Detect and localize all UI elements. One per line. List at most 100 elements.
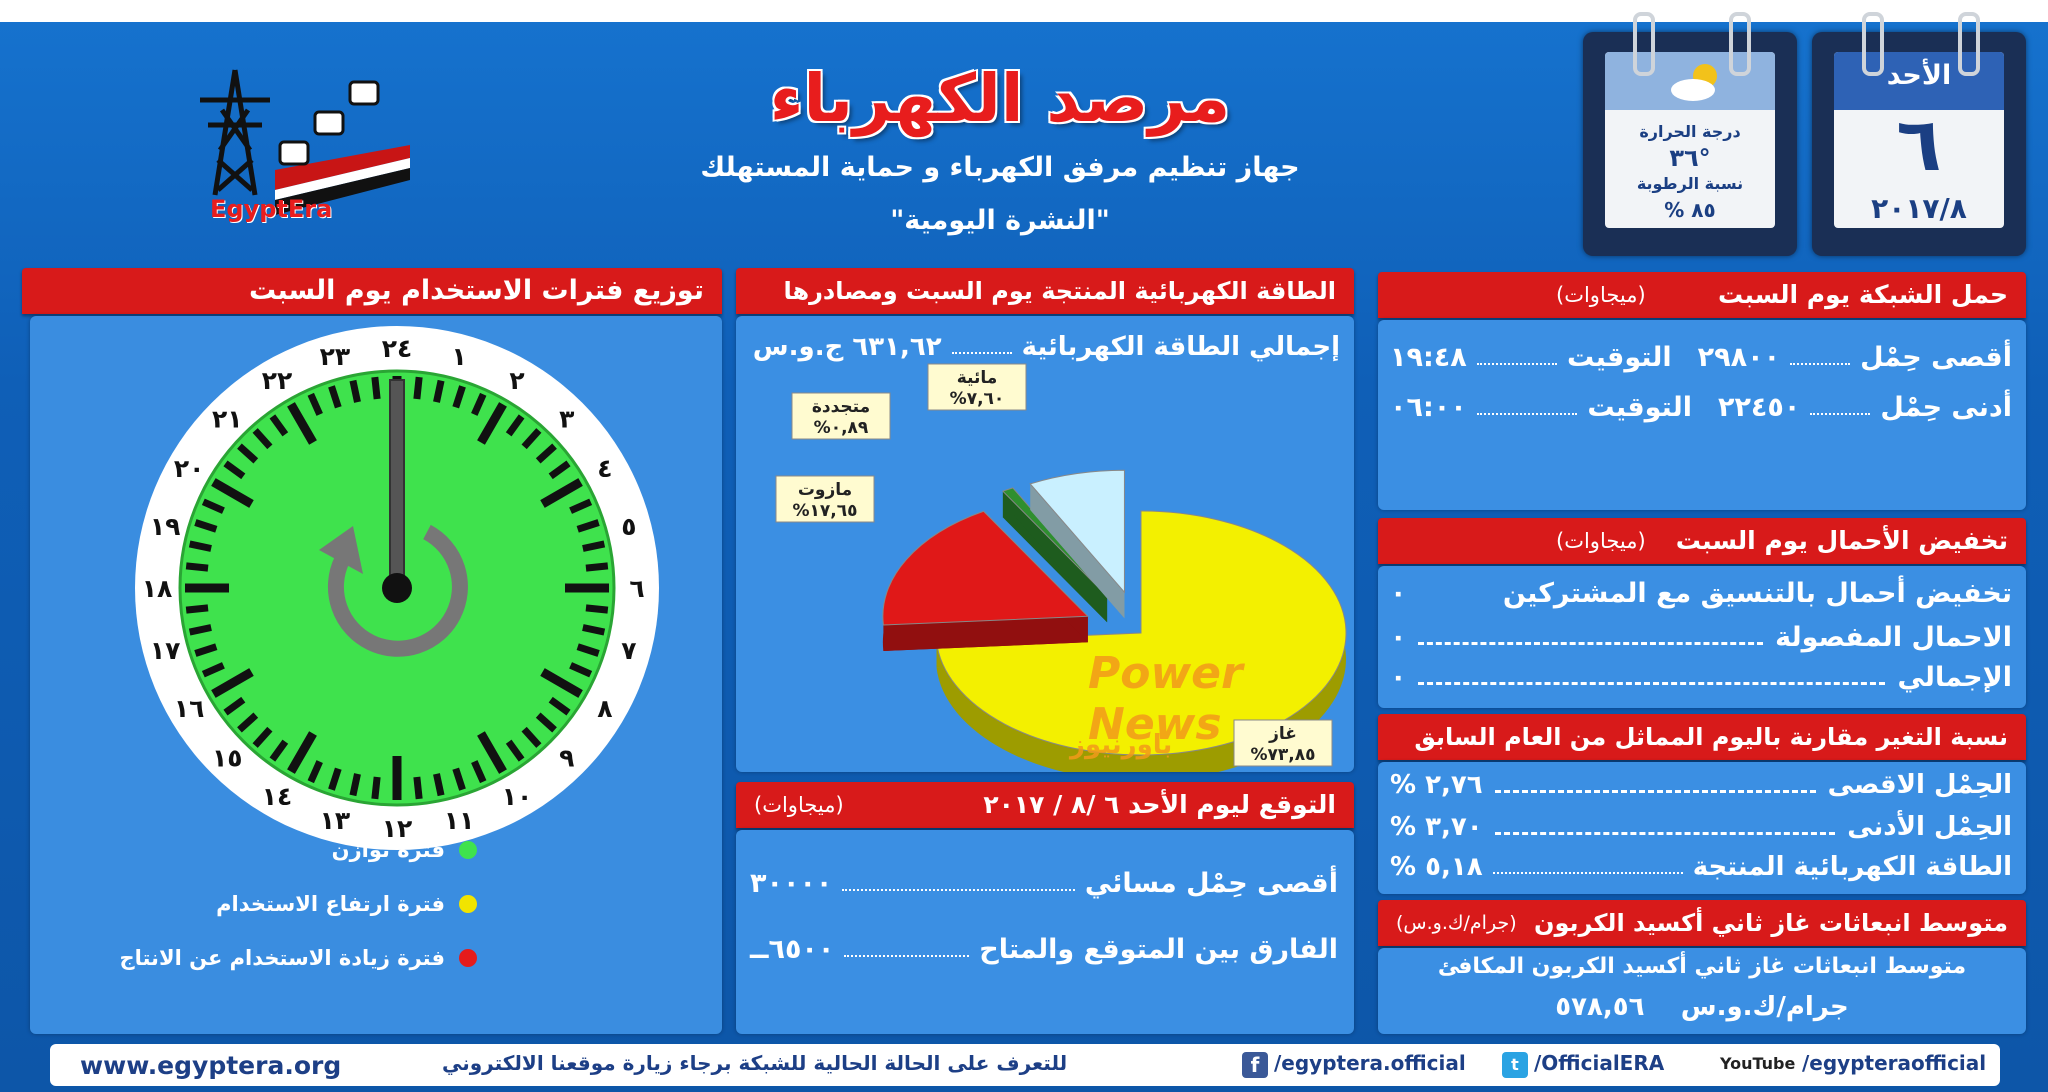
clock-tick <box>211 668 254 698</box>
clock-tick <box>237 712 259 733</box>
legend-item-over-usage: فترة زيادة الاستخدام عن الانتاج <box>119 946 477 970</box>
max-load-row: أقصى حِمْل ٢٩٨٠٠ التوقيت ١٩:٤٨ <box>1390 342 2012 373</box>
load-reduction-section: تخفيض الأحمال يوم السبت (ميجاوات) تخفيض … <box>1378 518 2026 708</box>
energy-title: الطاقة الكهربائية المنتجة يوم السبت ومصا… <box>783 277 1336 305</box>
emissions-section: متوسط انبعاثات غاز ثاني أكسيد الكربون (ج… <box>1378 900 2026 1034</box>
max-load-value: ٢٩٨٠٠ <box>1697 342 1781 373</box>
pie-label-value: %٧٣,٨٥ <box>1250 745 1315 765</box>
binder-ring <box>1729 12 1751 76</box>
humidity-value: ٨٥ % <box>1664 198 1716 222</box>
emissions-value-line: جرام/ك.و.س ٥٧٨,٥٦ <box>1378 992 2026 1022</box>
clock-hour-label: ٢٠ <box>174 454 205 483</box>
pie-slice <box>935 510 1347 756</box>
youtube-link[interactable]: /egypteraofficial <box>1802 1051 1987 1075</box>
weather-calendar: درجة الحرارة ٣٦° نسبة الرطوبة ٨٥ % <box>1583 12 1797 256</box>
change-min-value: ٣,٧٠ % <box>1390 812 1483 842</box>
legend-item-high-usage: فترة ارتفاع الاستخدام <box>216 892 477 916</box>
clock-hour-label: ١٤ <box>262 782 293 811</box>
min-load-label: أدنى حِمْل <box>1880 392 2012 423</box>
clock-tick <box>471 392 487 416</box>
clock-tick <box>582 540 606 552</box>
clock-center <box>382 573 412 603</box>
clock-tick <box>471 760 487 784</box>
youtube-icon[interactable]: YouTube <box>1720 1054 1795 1073</box>
clock-tick <box>223 696 246 716</box>
clock-hour-label: ١٢ <box>382 814 413 843</box>
clock-tick <box>535 443 557 464</box>
clock-tick <box>252 726 273 748</box>
twitter-link[interactable]: /OfficialERA <box>1534 1051 1665 1075</box>
min-load-time-label: التوقيت <box>1587 392 1692 423</box>
legend-label: فترة زيادة الاستخدام عن الانتاج <box>119 946 445 970</box>
reduction-label: تخفيض أحمال بالتنسيق مع المشتركين <box>1502 578 2012 609</box>
clock-tick <box>269 414 289 437</box>
clock-tick <box>328 385 342 409</box>
change-title: نسبة التغير مقارنة باليوم المماثل من الع… <box>1414 723 2008 751</box>
clock-hour-label: ٥ <box>621 512 636 541</box>
clock-tick <box>201 498 225 514</box>
emissions-unit: (جرام/ك.و.س) <box>1396 912 1517 934</box>
clock-tick <box>188 624 212 636</box>
pie-slice-edge <box>1030 483 1125 619</box>
min-load-value: ٢٢٤٥٠ <box>1717 392 1801 423</box>
clock-tick <box>535 712 557 733</box>
website-link[interactable]: www.egyptera.org <box>80 1051 342 1080</box>
clock-tick <box>188 540 212 552</box>
clock-tick <box>185 562 209 572</box>
pie-label: مائية%٧,٦٠ <box>927 363 1027 411</box>
facebook-link[interactable]: /egyptera.official <box>1274 1051 1466 1075</box>
pie-slice <box>1001 487 1108 597</box>
clock-tick <box>477 402 507 445</box>
clock-hour-label: ٤ <box>597 454 612 483</box>
pylon-plug-icon <box>200 69 410 215</box>
change-max-value: ٢,٧٦ % <box>1390 770 1483 800</box>
reduction-value: ٠ <box>1390 578 1407 609</box>
pie-label-value: %٧,٦٠ <box>950 389 1005 409</box>
page-subtitle: جهاز تنظيم مرفق الكهرباء و حماية المستهل… <box>700 152 1300 183</box>
clock-tick <box>349 379 361 403</box>
clock-hour-label: ١٥ <box>212 744 243 773</box>
energy-total-value: ٦٣١,٦٢ ج.و.س <box>752 332 942 362</box>
reduction-total-row: الإجمالي ٠ <box>1390 662 2012 693</box>
facebook-icon[interactable]: f <box>1242 1052 1268 1078</box>
energy-total-label: إجمالي الطاقة الكهربائية <box>1021 332 1340 362</box>
clock-hour-label: ١٨ <box>142 574 173 603</box>
change-min-row: الحِمْل الأدنى ٣,٧٠ % <box>1390 812 2012 842</box>
usage-legend: فترة توازن فترة ارتفاع الاستخدام فترة زي… <box>22 838 722 1028</box>
disconnected-row: الاحمال المفصولة ٠ <box>1390 622 2012 653</box>
pie-slice <box>882 510 1090 626</box>
pie-label: متجددة%٠,٨٩ <box>791 392 891 440</box>
max-load-label: أقصى حِمْل <box>1860 342 2012 373</box>
date-calendar: الأحد ٦ ٢٠١٧/٨ <box>1812 12 2026 256</box>
clock-tick <box>252 428 273 450</box>
pie-label-name: متجددة <box>812 397 870 417</box>
pie-label-name: غاز <box>1268 724 1297 744</box>
reduction-row: تخفيض أحمال بالتنسيق مع المشتركين ٠ <box>1390 578 2012 609</box>
change-energy-row: الطاقة الكهربائية المنتجة ٥,١٨ % <box>1390 852 2012 882</box>
humidity-label: نسبة الرطوبة <box>1636 174 1744 193</box>
clock-tick <box>540 478 583 508</box>
legend-label: فترة ارتفاع الاستخدام <box>216 892 445 916</box>
clock-tick <box>569 662 593 678</box>
clock-tick <box>477 731 507 774</box>
binder-ring <box>1862 12 1884 76</box>
energy-total-row: إجمالي الطاقة الكهربائية ٦٣١,٦٢ ج.و.س <box>746 332 1340 362</box>
visit-text: للتعرف على الحالة الحالية للشبكة برجاء ز… <box>442 1051 1068 1075</box>
forecast-max-label: أقصى حِمْل مسائي <box>1084 868 1338 899</box>
legend-item-balance: فترة توازن <box>332 838 477 862</box>
emissions-value-unit: جرام/ك.و.س <box>1680 992 1849 1022</box>
twitter-icon[interactable]: t <box>1502 1052 1528 1078</box>
clock-tick <box>269 739 289 762</box>
clock-hour-label: ٨ <box>597 694 612 723</box>
watermark-ar: باورنيوز <box>1070 730 1173 760</box>
rotation-arrow-icon <box>327 524 468 657</box>
red-dot-icon <box>459 949 477 967</box>
clock-tick <box>201 662 225 678</box>
emissions-title: متوسط انبعاثات غاز ثاني أكسيد الكربون <box>1534 909 2008 937</box>
min-load-time: ٠٦:٠٠ <box>1390 392 1467 423</box>
clock-hour-label: ١٩ <box>150 512 181 541</box>
clock-hour-label: ٩ <box>559 744 574 773</box>
clock-hour-label: ٢٢ <box>262 366 293 395</box>
clock-tick <box>548 696 571 716</box>
